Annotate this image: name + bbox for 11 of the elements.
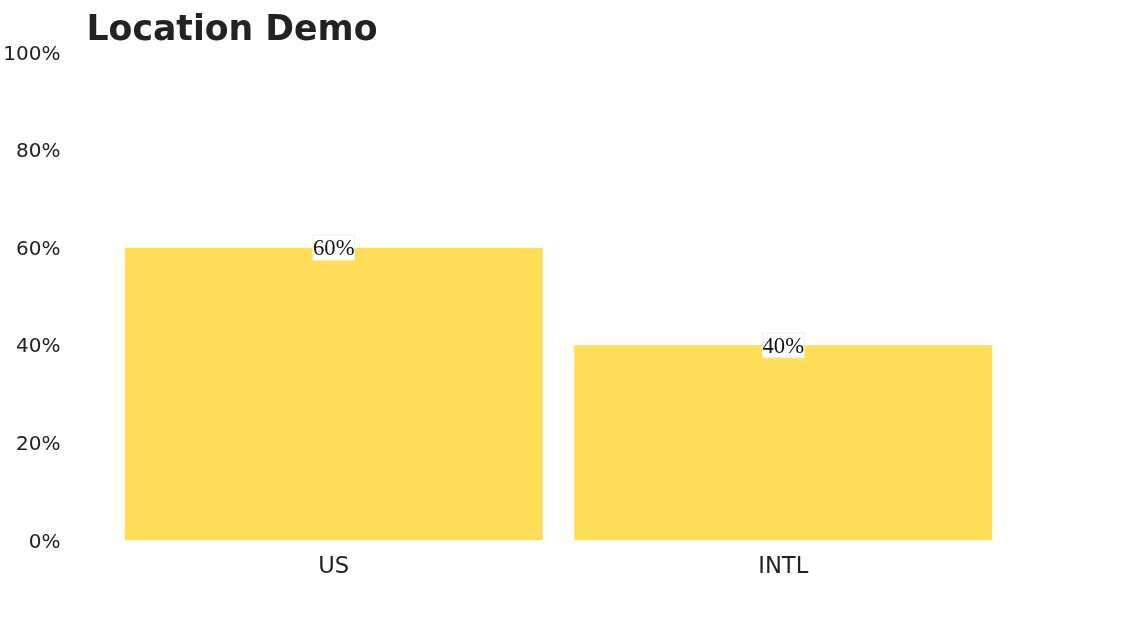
data-label: 60% bbox=[312, 235, 355, 261]
x-tick-label: INTL bbox=[758, 551, 809, 578]
y-tick-label: 100% bbox=[3, 40, 61, 65]
x-tick-label: US bbox=[318, 551, 350, 578]
y-tick-label: 20% bbox=[16, 430, 61, 455]
y-tick-label: 0% bbox=[28, 528, 61, 553]
chart-title: Location Demo bbox=[86, 7, 378, 48]
data-label: 40% bbox=[762, 332, 805, 358]
y-tick-label: 40% bbox=[16, 333, 61, 358]
y-tick-label: 80% bbox=[16, 138, 61, 163]
y-tick-label: 60% bbox=[16, 235, 61, 260]
